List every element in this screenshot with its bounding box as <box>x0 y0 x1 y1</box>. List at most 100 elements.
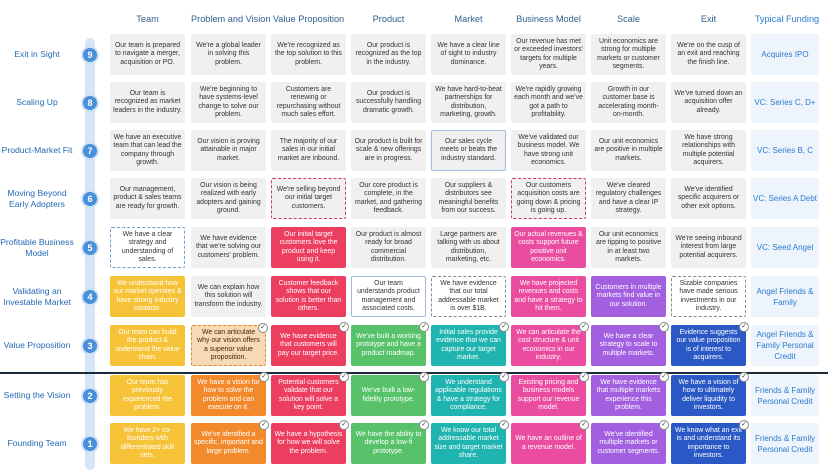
level-number-badge: 9 <box>81 46 99 64</box>
check-icon: ✓ <box>739 322 749 332</box>
level-label: Product-Market Fit <box>1 145 73 155</box>
level-label: Scaling Up <box>16 97 58 107</box>
milestone-cell[interactable]: We know what an exit is and understand i… <box>671 420 749 464</box>
check-icon: ✓ <box>659 372 669 382</box>
milestone-cell[interactable]: Our product is successfully handling dra… <box>351 82 426 123</box>
milestone-cell[interactable]: We've identified specific acquirers or o… <box>671 178 746 219</box>
milestone-cell[interactable]: Our core product is complete, in the mar… <box>351 178 426 219</box>
milestone-cell[interactable]: We're beginning to have systems-level ch… <box>191 82 266 123</box>
milestone-cell[interactable]: Our product is almost ready for broad co… <box>351 227 426 268</box>
milestone-cell[interactable]: Our customers acquisition costs are goin… <box>511 178 586 219</box>
milestone-cell[interactable]: We have the ability to develop a low-fi … <box>351 420 429 464</box>
milestone-cell[interactable]: Our team has previously experienced the … <box>110 375 185 416</box>
milestone-cell[interactable]: We're recognized as the top solution to … <box>271 34 346 75</box>
milestone-cell[interactable]: We're a global leader in solving this pr… <box>191 34 266 75</box>
milestone-cell[interactable]: We have evidence that our total addressa… <box>431 276 506 317</box>
check-icon: ✓ <box>339 420 349 430</box>
milestone-cell[interactable]: Our product is built for scale & new off… <box>351 130 426 171</box>
milestone-cell[interactable]: Our team is prepared to navigate a merge… <box>110 34 185 75</box>
milestone-cell[interactable]: We have a vision for how to solve the pr… <box>191 372 269 416</box>
milestone-cell[interactable]: We have evidence that we're solving our … <box>191 227 266 268</box>
milestone-cell[interactable]: We have a clear line of sight to industr… <box>431 34 506 75</box>
level-label: Moving Beyond Early Adopters <box>7 187 67 209</box>
milestone-cell[interactable]: Large partners are talking with us about… <box>431 227 506 268</box>
milestone-cell[interactable]: Our team can build the product & underst… <box>110 325 185 366</box>
milestone-cell[interactable]: Unit economics are strong for multiple m… <box>591 34 666 75</box>
check-icon: ✓ <box>659 420 669 430</box>
milestone-cell[interactable]: Customers in multiple markets find value… <box>591 276 666 317</box>
milestone-cell[interactable]: We've cleared regulatory challenges and … <box>591 178 666 219</box>
check-icon: ✓ <box>339 372 349 382</box>
milestone-cell[interactable]: Our management, product & sales teams ar… <box>110 178 185 219</box>
milestone-cell[interactable]: We've built a low-fidelity prototype. ✓ <box>351 372 429 416</box>
milestone-cell[interactable]: Our initial target customers love the pr… <box>271 227 346 268</box>
milestone-cell[interactable]: We're on the cusp of an exit and reachin… <box>671 34 746 75</box>
milestone-cell[interactable]: We've built a working prototype and have… <box>351 322 429 366</box>
level-number-badge: 5 <box>81 239 99 257</box>
milestone-cell[interactable]: Customer feedback shows that our solutio… <box>271 276 346 317</box>
funding-cell: VC: Series B, C <box>751 130 819 171</box>
milestone-cell[interactable]: Growth in our customer base is accelerat… <box>591 82 666 123</box>
milestone-cell[interactable]: We have a hypothesis for how we will sol… <box>271 420 349 464</box>
milestone-cell[interactable]: Initial sales provide evidence that we c… <box>431 322 509 366</box>
milestone-cell[interactable]: We have strong relationships with multip… <box>671 130 746 171</box>
milestone-cell[interactable]: Our team is recognized as market leaders… <box>110 82 185 123</box>
milestone-cell[interactable]: Our revenue has met or exceeded investor… <box>511 34 586 75</box>
milestone-cell[interactable]: Our team understands product management … <box>351 276 426 317</box>
check-icon: ✓ <box>579 420 589 430</box>
milestone-cell[interactable]: We have a clear strategy and understandi… <box>110 227 185 268</box>
level-number-badge: 8 <box>81 94 99 112</box>
milestone-cell[interactable]: We have an executive team that can lead … <box>110 130 185 171</box>
milestone-cell[interactable]: We understand applicable regulations & h… <box>431 372 509 416</box>
milestone-cell[interactable]: We understand how our market operates & … <box>110 276 185 317</box>
check-icon: ✓ <box>739 420 749 430</box>
milestone-cell[interactable]: Our unit economics are positive in multi… <box>591 130 666 171</box>
check-icon: ✓ <box>258 323 268 333</box>
milestone-cell[interactable]: We've identified multiple markets or cus… <box>591 420 669 464</box>
column-header: Problem and Vision <box>191 14 271 24</box>
level-number-badge: 6 <box>81 190 99 208</box>
milestone-cell[interactable]: Evidence suggests our value proposition … <box>671 322 749 366</box>
milestone-cell[interactable]: We have a clear strategy to scale to mul… <box>591 322 669 366</box>
milestone-cell[interactable]: We have hard-to-beat partnerships for di… <box>431 82 506 123</box>
milestone-cell[interactable]: We know our total addressable market siz… <box>431 420 509 464</box>
milestone-cell[interactable]: We've turned down an acquisition offer a… <box>671 82 746 123</box>
level-number-badge: 3 <box>81 337 99 355</box>
milestone-cell[interactable]: We can articulate why our vision offers … <box>191 323 268 366</box>
milestone-cell[interactable]: Our vision is proving attainable in majo… <box>191 130 266 171</box>
milestone-cell[interactable]: Our vision is being realized with early … <box>191 178 266 219</box>
milestone-cell[interactable]: We have 2+ co-founders with differentiat… <box>110 423 185 464</box>
milestone-cell[interactable]: We've validated our business model. We h… <box>511 130 586 171</box>
milestone-cell[interactable]: We've identified a specific, important a… <box>191 420 269 464</box>
milestone-cell[interactable]: Our product is recognized as the top in … <box>351 34 426 75</box>
level-number-badge: 2 <box>81 387 99 405</box>
milestone-cell[interactable]: We're rapidly growing each month and we'… <box>511 82 586 123</box>
milestone-cell[interactable]: We have an outline of a revenue model. ✓ <box>511 420 589 464</box>
check-icon: ✓ <box>419 420 429 430</box>
milestone-cell[interactable]: We have projected revenues and costs and… <box>511 276 586 317</box>
check-icon: ✓ <box>499 372 509 382</box>
check-icon: ✓ <box>419 322 429 332</box>
milestone-cell[interactable]: We can explain how this solution will tr… <box>191 276 266 317</box>
milestone-cell[interactable]: We have a vision of how to ultimately de… <box>671 372 749 416</box>
level-label: Value Proposition <box>3 340 71 350</box>
funding-cell: Angel Friends & Family <box>751 276 819 317</box>
milestone-cell[interactable]: Sizable companies have made serious inve… <box>671 276 746 317</box>
check-icon: ✓ <box>499 322 509 332</box>
milestone-cell[interactable]: We're selling beyond our initial target … <box>271 178 346 219</box>
milestone-cell[interactable]: Existing pricing and business models sup… <box>511 372 589 416</box>
milestone-cell[interactable]: Potential customers validate that our so… <box>271 372 349 416</box>
milestone-cell[interactable]: We have evidence that customers will pay… <box>271 322 349 366</box>
milestone-cell[interactable]: Our unit economics are tipping to positi… <box>591 227 666 268</box>
milestone-cell[interactable]: The majority of our sales in our initial… <box>271 130 346 171</box>
column-header: Exit <box>700 14 717 24</box>
milestone-cell[interactable]: We can articulate the cost structure & u… <box>511 322 589 366</box>
milestone-cell[interactable]: We have evidence that multiple markets e… <box>591 372 669 416</box>
milestone-cell[interactable]: We're seeing inbound interest from large… <box>671 227 746 268</box>
milestone-cell[interactable]: Our suppliers & distributors see meaning… <box>431 178 506 219</box>
milestone-cell[interactable]: Customers are renewing or repurchasing w… <box>271 82 346 123</box>
milestone-cell[interactable]: Our actual revenues & costs support futu… <box>511 227 586 268</box>
milestone-cell[interactable]: Our sales cycle meets or beats the indus… <box>431 130 506 171</box>
level-label: Setting the Vision <box>3 390 71 400</box>
